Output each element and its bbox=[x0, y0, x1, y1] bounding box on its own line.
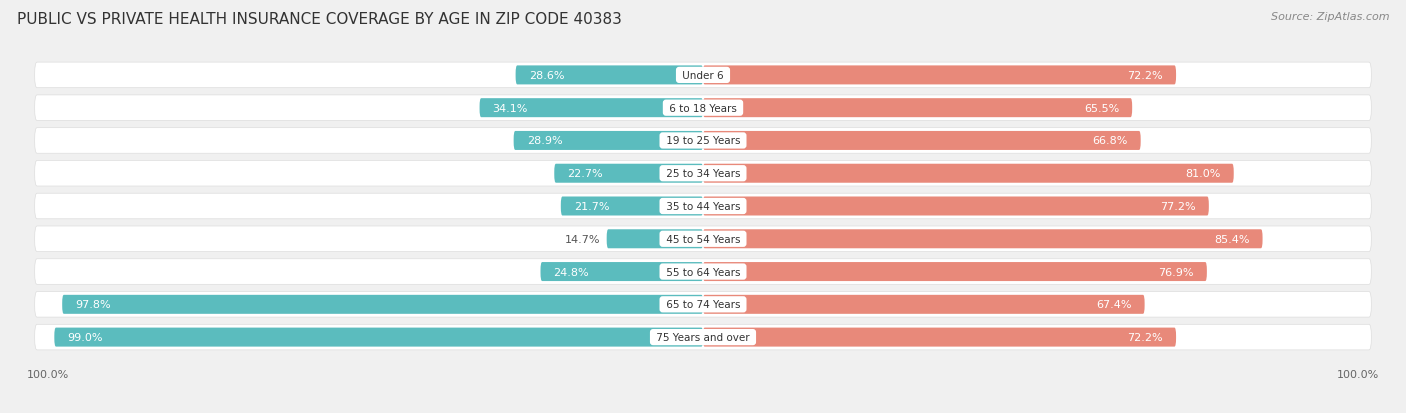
FancyBboxPatch shape bbox=[703, 66, 1175, 85]
Text: 65.5%: 65.5% bbox=[1084, 103, 1119, 114]
Text: 97.8%: 97.8% bbox=[76, 299, 111, 310]
FancyBboxPatch shape bbox=[62, 295, 703, 314]
FancyBboxPatch shape bbox=[703, 164, 1233, 183]
Text: 25 to 34 Years: 25 to 34 Years bbox=[662, 169, 744, 179]
FancyBboxPatch shape bbox=[35, 63, 1371, 88]
Text: 66.8%: 66.8% bbox=[1092, 136, 1128, 146]
Text: 21.7%: 21.7% bbox=[574, 202, 609, 211]
Text: 22.7%: 22.7% bbox=[568, 169, 603, 179]
Text: 19 to 25 Years: 19 to 25 Years bbox=[662, 136, 744, 146]
FancyBboxPatch shape bbox=[35, 96, 1371, 121]
FancyBboxPatch shape bbox=[703, 99, 1132, 118]
Text: 28.6%: 28.6% bbox=[529, 71, 564, 81]
FancyBboxPatch shape bbox=[540, 262, 703, 281]
FancyBboxPatch shape bbox=[703, 132, 1140, 151]
Text: 28.9%: 28.9% bbox=[527, 136, 562, 146]
Text: 55 to 64 Years: 55 to 64 Years bbox=[662, 267, 744, 277]
Text: 65 to 74 Years: 65 to 74 Years bbox=[662, 299, 744, 310]
FancyBboxPatch shape bbox=[703, 197, 1209, 216]
Text: 99.0%: 99.0% bbox=[67, 332, 103, 342]
FancyBboxPatch shape bbox=[35, 226, 1371, 252]
FancyBboxPatch shape bbox=[703, 230, 1263, 249]
Text: PUBLIC VS PRIVATE HEALTH INSURANCE COVERAGE BY AGE IN ZIP CODE 40383: PUBLIC VS PRIVATE HEALTH INSURANCE COVER… bbox=[17, 12, 621, 27]
Text: 76.9%: 76.9% bbox=[1159, 267, 1194, 277]
FancyBboxPatch shape bbox=[35, 259, 1371, 285]
Text: 72.2%: 72.2% bbox=[1128, 71, 1163, 81]
FancyBboxPatch shape bbox=[606, 230, 703, 249]
FancyBboxPatch shape bbox=[35, 128, 1371, 154]
Text: Under 6: Under 6 bbox=[679, 71, 727, 81]
Text: 67.4%: 67.4% bbox=[1097, 299, 1132, 310]
Text: 34.1%: 34.1% bbox=[492, 103, 529, 114]
FancyBboxPatch shape bbox=[561, 197, 703, 216]
Text: 35 to 44 Years: 35 to 44 Years bbox=[662, 202, 744, 211]
Text: 75 Years and over: 75 Years and over bbox=[652, 332, 754, 342]
FancyBboxPatch shape bbox=[703, 328, 1175, 347]
Text: 85.4%: 85.4% bbox=[1213, 234, 1250, 244]
FancyBboxPatch shape bbox=[55, 328, 703, 347]
Text: 24.8%: 24.8% bbox=[554, 267, 589, 277]
Text: 81.0%: 81.0% bbox=[1185, 169, 1220, 179]
Text: 77.2%: 77.2% bbox=[1160, 202, 1195, 211]
Text: 45 to 54 Years: 45 to 54 Years bbox=[662, 234, 744, 244]
Text: 6 to 18 Years: 6 to 18 Years bbox=[666, 103, 740, 114]
FancyBboxPatch shape bbox=[513, 132, 703, 151]
Text: 72.2%: 72.2% bbox=[1128, 332, 1163, 342]
FancyBboxPatch shape bbox=[35, 325, 1371, 350]
FancyBboxPatch shape bbox=[516, 66, 703, 85]
Text: Source: ZipAtlas.com: Source: ZipAtlas.com bbox=[1271, 12, 1389, 22]
FancyBboxPatch shape bbox=[35, 292, 1371, 317]
FancyBboxPatch shape bbox=[35, 161, 1371, 187]
Text: 14.7%: 14.7% bbox=[565, 234, 600, 244]
FancyBboxPatch shape bbox=[703, 262, 1206, 281]
FancyBboxPatch shape bbox=[554, 164, 703, 183]
FancyBboxPatch shape bbox=[703, 295, 1144, 314]
FancyBboxPatch shape bbox=[35, 194, 1371, 219]
FancyBboxPatch shape bbox=[479, 99, 703, 118]
